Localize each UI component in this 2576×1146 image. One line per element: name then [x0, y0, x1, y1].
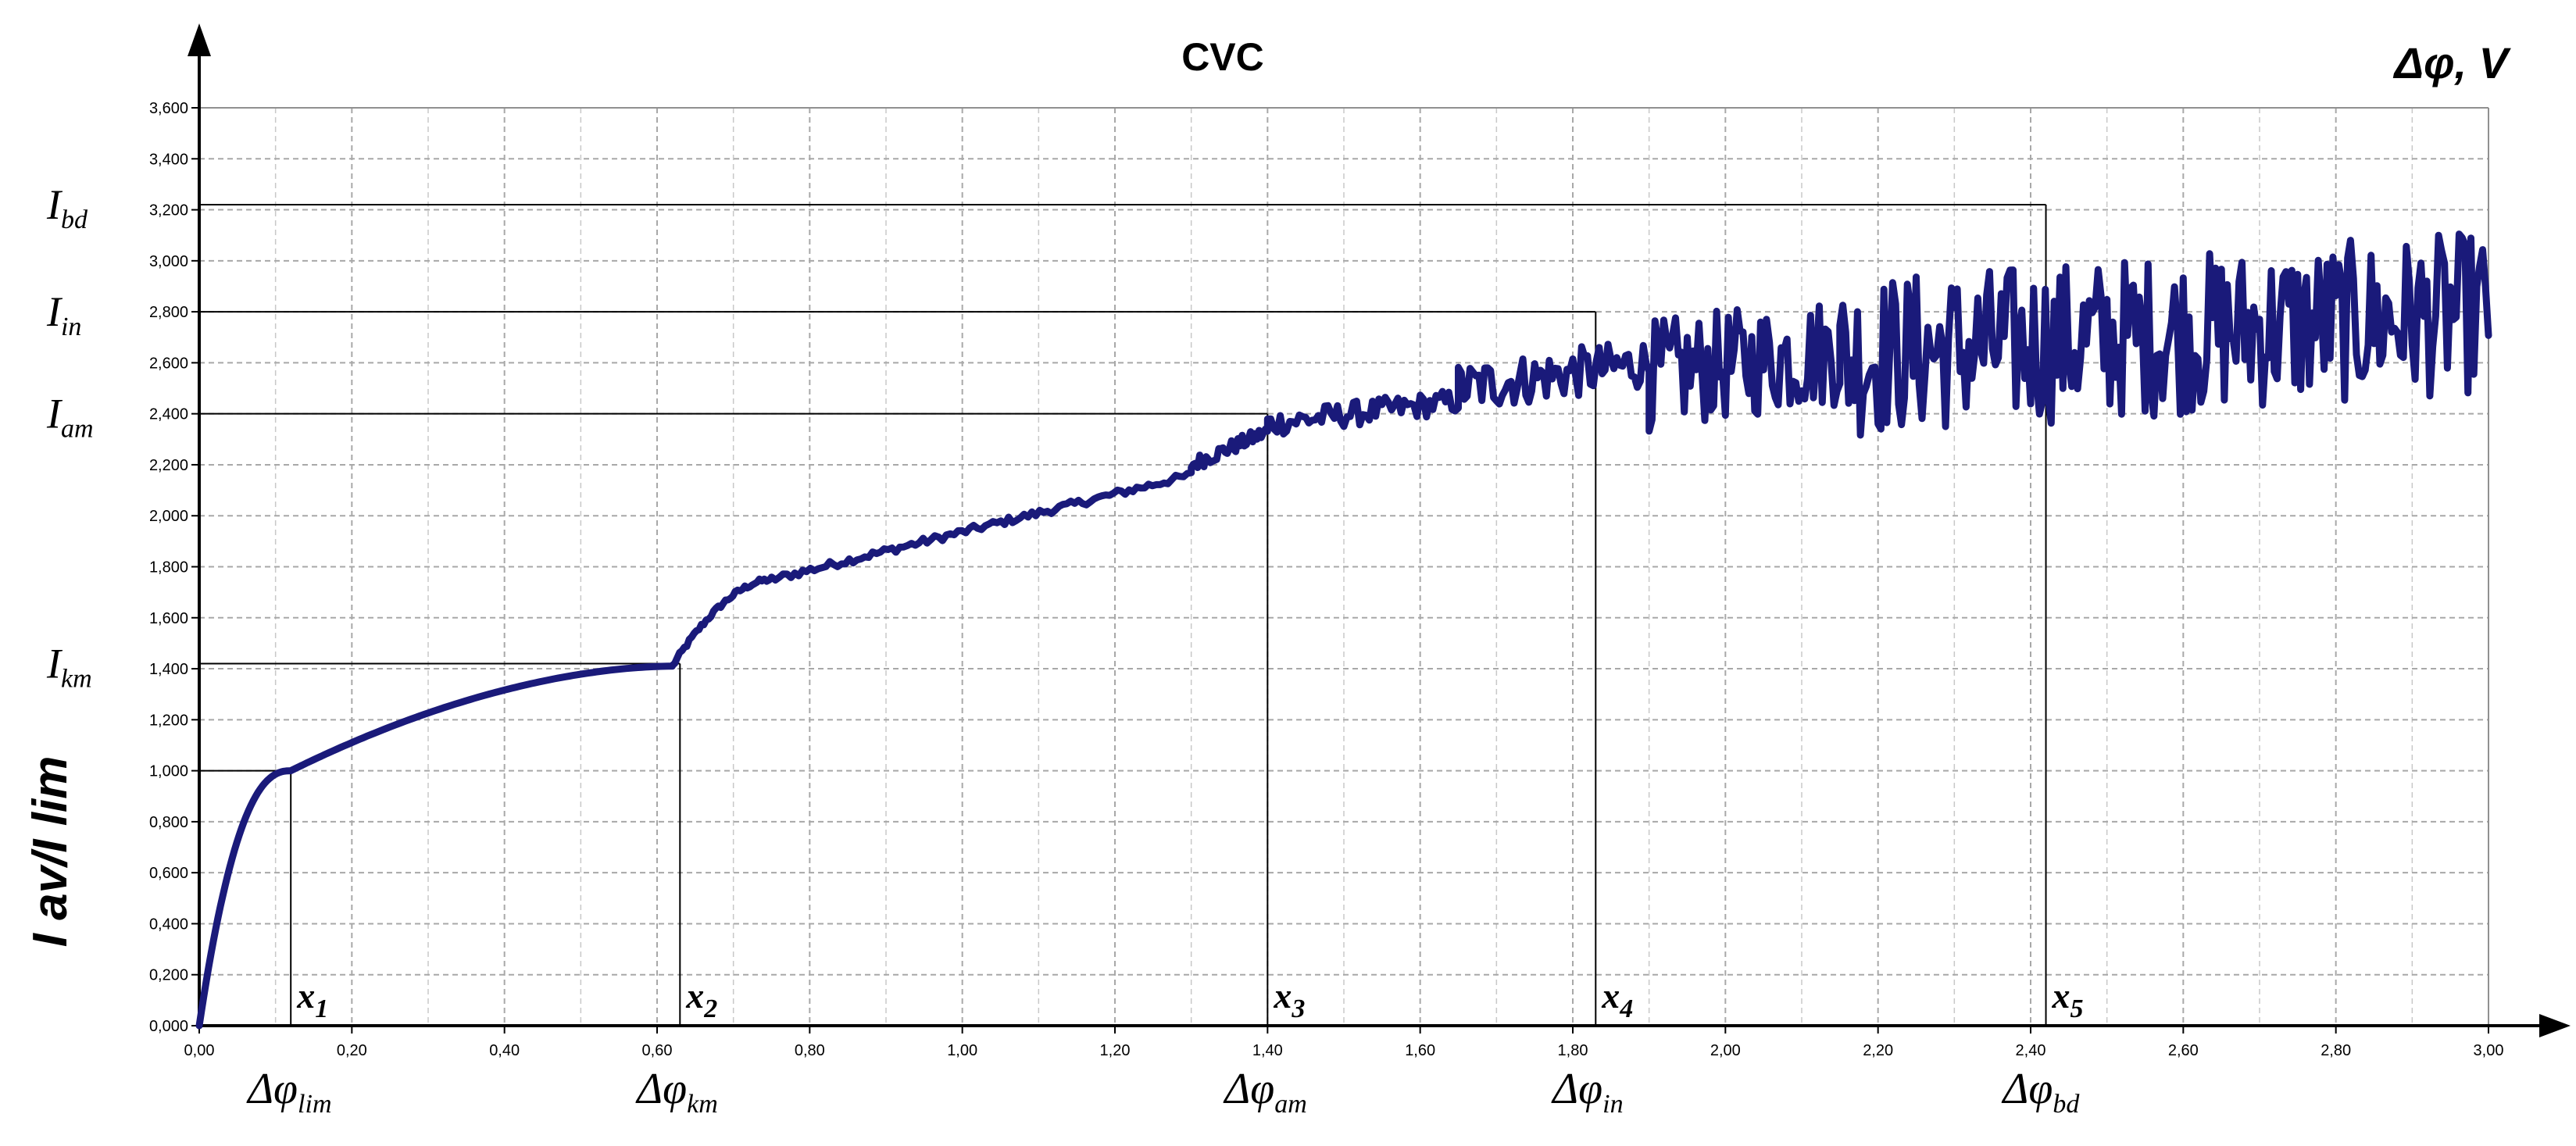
x-tick-label: 0,80 [795, 1042, 825, 1059]
chart-title: CVC [1181, 35, 1264, 79]
point-label-x1: x1 [296, 976, 328, 1023]
x-tick-label: 2,00 [1710, 1042, 1741, 1059]
series-line [195, 230, 2492, 1030]
y-tick-label: 0,000 [149, 1018, 188, 1035]
x-tick-label: 2,60 [2168, 1042, 2199, 1059]
y-tick-label: 3,600 [149, 100, 188, 117]
x-tick-label: 0,20 [337, 1042, 367, 1059]
y-annotation-am: Iam [46, 391, 94, 444]
y-tick-label: 2,600 [149, 355, 188, 372]
x-tick-label: 1,00 [947, 1042, 977, 1059]
y-tick-label: 2,200 [149, 457, 188, 474]
x-tick-label: 2,40 [2016, 1042, 2046, 1059]
point-label-x5: x5 [2052, 976, 2084, 1023]
y-axis-label: I av/I lim [23, 756, 77, 948]
y-tick-label: 1,600 [149, 610, 188, 627]
x-annotation-am: Δφam [1223, 1065, 1306, 1119]
x-annotation-lim: Δφlim [246, 1065, 331, 1119]
point-label-x3: x3 [1273, 976, 1305, 1023]
x-tick-label: 1,40 [1252, 1042, 1283, 1059]
unit-label: Δφ, V [2393, 38, 2512, 87]
y-tick-label: 2,000 [149, 508, 188, 525]
reference-lines [199, 204, 2047, 1026]
annotations: Ibd Iin Iam Ikm Δφlim Δφkm Δφam Δφin Δφbd x1 x2 x3 x… [46, 181, 2084, 1119]
axes [188, 23, 2571, 1037]
x-tick-label: 1,20 [1100, 1042, 1131, 1059]
y-tick-label: 3,400 [149, 151, 188, 168]
y-axis-arrow [188, 23, 211, 56]
y-tick-label: 2,800 [149, 304, 188, 321]
x-tick-label: 0,40 [489, 1042, 520, 1059]
x-tick-label: 0,00 [184, 1042, 215, 1059]
x-tick-label: 2,20 [1863, 1042, 1893, 1059]
y-tick-label: 1,000 [149, 763, 188, 780]
x-annotation-km: Δφkm [635, 1065, 718, 1119]
y-tick-label: 3,000 [149, 253, 188, 270]
x-tick-label: 2,80 [2321, 1042, 2351, 1059]
point-label-x4: x4 [1601, 976, 1633, 1023]
y-annotation-in: Iin [46, 288, 81, 341]
y-tick-label: 0,200 [149, 967, 188, 984]
x-tick-label: 1,80 [1558, 1042, 1588, 1059]
y-tick-label: 0,600 [149, 865, 188, 882]
y-tick-label: 3,200 [149, 202, 188, 220]
y-tick-label: 1,800 [149, 559, 188, 577]
grid [198, 107, 2489, 1026]
x-annotation-bd: Δφbd [2002, 1065, 2081, 1119]
y-annotation-bd: Ibd [46, 181, 88, 234]
x-tick-label: 1,60 [1405, 1042, 1435, 1059]
y-tick-label: 0,400 [149, 916, 188, 933]
x-annotation-in: Δφin [1551, 1065, 1623, 1119]
y-tick-label: 0,800 [149, 814, 188, 831]
y-tick-label: 1,200 [149, 712, 188, 729]
tick-labels: 0,00 0,20 0,40 0,60 0,80 1,00 1,20 1,40 1,60 1,80… [149, 100, 2504, 1059]
x-tick-label: 3,00 [2474, 1042, 2504, 1059]
y-annotation-km: Ikm [46, 641, 92, 694]
y-tick-label: 2,400 [149, 406, 188, 423]
x-axis-arrow [2539, 1014, 2571, 1037]
x-tick-label: 0,60 [642, 1042, 673, 1059]
y-tick-label: 1,400 [149, 661, 188, 678]
point-label-x2: x2 [685, 976, 717, 1023]
